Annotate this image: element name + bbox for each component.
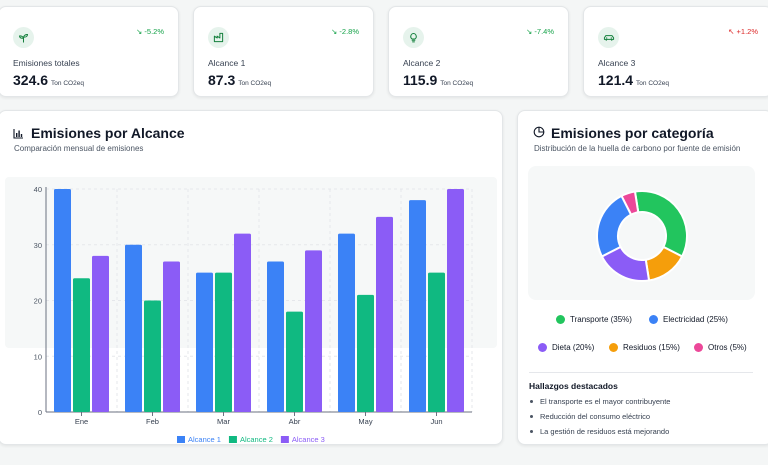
x-tick-label: May <box>358 417 372 426</box>
scope-chart-panel: Emisiones por Alcance Comparación mensua… <box>0 110 503 445</box>
bar <box>447 189 464 412</box>
kpi-trend: ↖ +1.2% <box>728 27 758 36</box>
finding-item: Reducción del consumo eléctrico <box>529 409 670 424</box>
legend-item: Transporte (35%) <box>556 315 632 324</box>
bar-chart-icon <box>13 129 23 139</box>
finding-item: La gestión de residuos está mejorando <box>529 424 670 439</box>
legend-label: Dieta (20%) <box>552 343 595 352</box>
bar <box>338 233 355 412</box>
bar <box>92 255 109 412</box>
bar <box>428 272 445 412</box>
kpi-value: 87.3 Ton CO2eq <box>208 72 272 88</box>
kpi-card-alcance-3: ↖ +1.2% Alcance 3 121.4 Ton CO2eq <box>583 6 768 97</box>
y-tick-label: 0 <box>38 408 42 417</box>
legend-dot <box>538 343 547 352</box>
kpi-value: 115.9 Ton CO2eq <box>403 72 474 88</box>
bar <box>234 233 251 412</box>
kpi-label: Alcance 3 <box>598 58 636 68</box>
sprout-icon <box>13 27 34 48</box>
pie-chart-icon <box>533 126 545 138</box>
kpi-trend: ↘ -5.2% <box>136 27 164 36</box>
x-tick-label: Mar <box>217 417 230 426</box>
trend-arrow-icon: ↘ <box>136 27 143 36</box>
legend-swatch <box>177 436 185 443</box>
legend-dot <box>649 315 658 324</box>
legend-item: Otros (5%) <box>694 343 747 352</box>
kpi-card-alcance-2: ↘ -7.4% Alcance 2 115.9 Ton CO2eq <box>388 6 569 97</box>
kpi-label: Alcance 1 <box>208 58 246 68</box>
bar <box>305 250 322 412</box>
bar <box>267 261 284 412</box>
kpi-label: Alcance 2 <box>403 58 441 68</box>
x-tick-label: Abr <box>289 417 301 426</box>
donut-chart <box>596 190 688 282</box>
kpi-card-alcance-1: ↘ -2.8% Alcance 1 87.3 Ton CO2eq <box>193 6 374 97</box>
bar <box>409 200 426 412</box>
donut-slice <box>620 190 640 216</box>
y-tick-label: 20 <box>34 297 42 306</box>
bar-chart-legend: Alcance 1 Alcance 2 Alcance 3 <box>177 435 325 444</box>
kpi-value: 324.6 Ton CO2eq <box>13 72 84 88</box>
bar <box>73 278 90 412</box>
legend-label: Alcance 3 <box>292 435 325 444</box>
legend-swatch <box>228 436 237 443</box>
scope-panel-subtitle: Comparación mensual de emisiones <box>14 144 144 153</box>
legend-dot <box>609 343 618 352</box>
finding-item: El transporte es el mayor contribuyente <box>529 394 670 409</box>
bar <box>215 272 232 412</box>
legend-dot <box>556 315 565 324</box>
legend-label: Transporte (35%) <box>570 315 632 324</box>
x-tick-label: Jun <box>430 417 442 426</box>
x-tick-label: Feb <box>146 417 159 426</box>
legend-divider <box>529 372 753 373</box>
donut-slice <box>633 190 688 258</box>
kpi-trend: ↘ -2.8% <box>331 27 359 36</box>
category-chart-panel: Emisiones por categoría Distribución de … <box>517 110 768 445</box>
trend-arrow-icon: ↘ <box>526 27 533 36</box>
y-tick-label: 40 <box>34 185 42 194</box>
bar <box>163 261 180 412</box>
kpi-label: Emisiones totales <box>13 58 80 68</box>
kpi-card-total: ↘ -5.2% Emisiones totales 324.6 Ton CO2eq <box>0 6 179 97</box>
lightbulb-icon <box>403 27 424 48</box>
factory-icon <box>208 27 229 48</box>
findings-list: El transporte es el mayor contribuyente … <box>529 394 670 439</box>
bar <box>144 300 161 412</box>
kpi-value: 121.4 Ton CO2eq <box>598 72 669 88</box>
bar <box>196 272 213 412</box>
legend-label: Electricidad (25%) <box>663 315 728 324</box>
legend-item: Electricidad (25%) <box>649 315 728 324</box>
category-panel-title: Emisiones por categoría <box>551 125 714 141</box>
x-tick-label: Ene <box>75 417 88 426</box>
trend-arrow-icon: ↘ <box>331 27 338 36</box>
bar <box>286 311 303 412</box>
bar <box>125 244 142 412</box>
car-icon <box>598 27 619 48</box>
trend-arrow-icon: ↖ <box>728 27 735 36</box>
y-tick-label: 30 <box>34 241 42 250</box>
legend-label: Alcance 1 <box>188 435 221 444</box>
legend-item: Dieta (20%) <box>538 343 594 352</box>
legend-label: Residuos (15%) <box>623 343 680 352</box>
legend-label: Alcance 2 <box>240 435 273 444</box>
legend-dot <box>694 343 703 352</box>
legend-swatch <box>280 436 289 443</box>
bar <box>54 189 71 412</box>
legend-item: Residuos (15%) <box>609 343 680 352</box>
kpi-trend: ↘ -7.4% <box>526 27 554 36</box>
bar <box>357 294 374 412</box>
scope-panel-title: Emisiones por Alcance <box>31 125 185 141</box>
category-panel-subtitle: Distribución de la huella de carbono por… <box>534 144 741 153</box>
findings-title: Hallazgos destacados <box>529 381 618 391</box>
y-tick-label: 10 <box>34 352 42 361</box>
legend-label: Otros (5%) <box>708 343 747 352</box>
bar <box>376 216 393 412</box>
